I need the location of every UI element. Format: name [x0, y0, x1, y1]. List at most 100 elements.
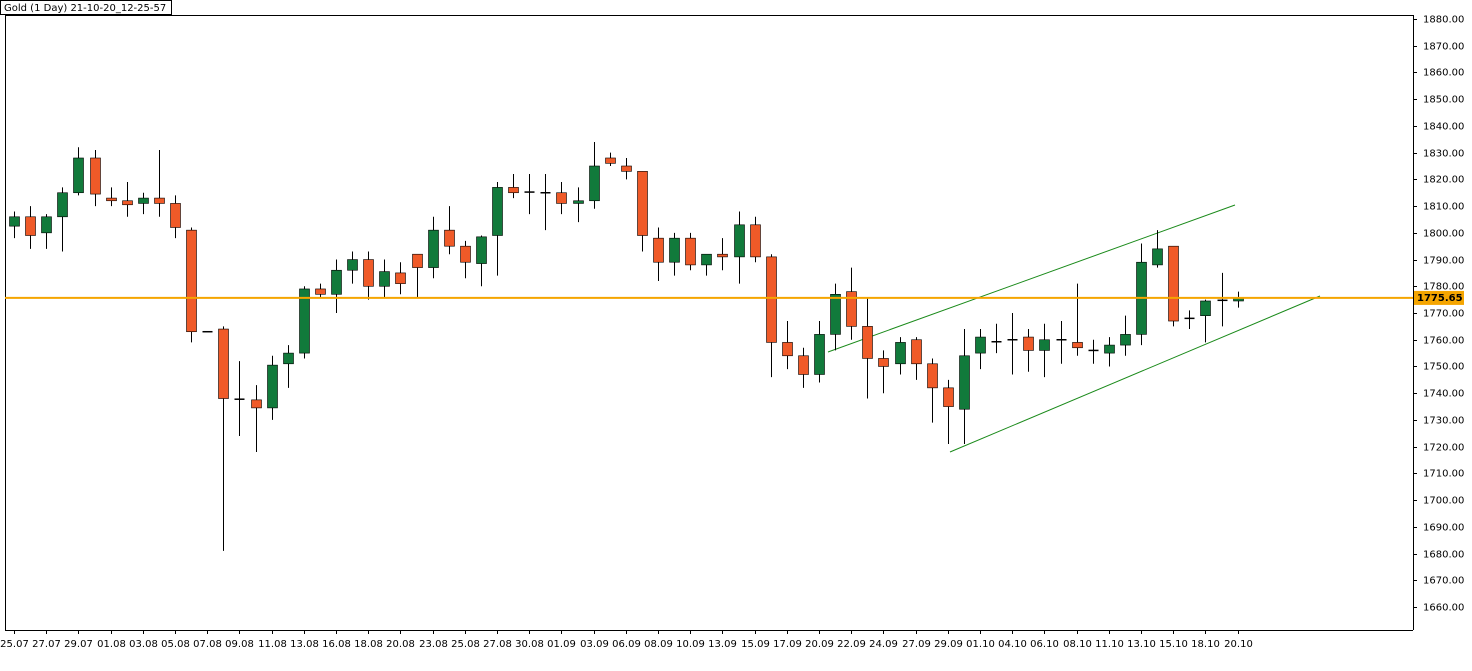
candle-body — [444, 229, 455, 247]
candle-body — [1200, 300, 1211, 316]
x-tick-label: 11.08 — [258, 639, 287, 650]
x-tick-label: 01.08 — [97, 639, 126, 650]
candle-body — [251, 399, 262, 409]
y-tick-label: 1770.00 — [1423, 309, 1464, 320]
candle-body — [395, 272, 406, 284]
x-tick-label: 03.09 — [580, 639, 609, 650]
candle-body — [41, 216, 52, 234]
x-tick-label: 20.09 — [805, 639, 834, 650]
x-tick-label: 17.09 — [773, 639, 802, 650]
candle-body — [556, 192, 567, 204]
candle-body — [122, 200, 133, 206]
y-tick-label: 1820.00 — [1423, 175, 1464, 186]
x-tick-label: 15.10 — [1159, 639, 1188, 650]
candle-body — [460, 245, 471, 263]
candle-body — [766, 256, 777, 343]
candle-body — [830, 294, 841, 335]
y-tick-label: 1860.00 — [1423, 68, 1464, 79]
x-tick-label: 06.10 — [1030, 639, 1059, 650]
candle-body — [154, 197, 165, 204]
candle-body — [25, 216, 36, 236]
candle-body — [331, 269, 342, 295]
x-tick-label: 11.10 — [1095, 639, 1124, 650]
candle-body — [959, 355, 970, 410]
candle-body — [573, 200, 584, 204]
x-tick-label: 01.10 — [966, 639, 995, 650]
x-tick-label: 25.07 — [0, 639, 29, 650]
x-tick-label: 08.10 — [1063, 639, 1092, 650]
candle-body — [1152, 248, 1163, 266]
candle-body — [283, 352, 294, 365]
y-tick-label: 1750.00 — [1423, 362, 1464, 373]
y-tick-label: 1790.00 — [1423, 256, 1464, 267]
candle-body — [669, 237, 680, 263]
x-tick-label: 25.08 — [451, 639, 480, 650]
x-tick-label: 18.10 — [1191, 639, 1220, 650]
candle-body — [798, 355, 809, 375]
candle-body — [717, 253, 728, 258]
candle-body — [90, 157, 101, 195]
candle-body — [589, 165, 600, 202]
chart-title: Gold (1 Day) 21-10-20_12-25-57 — [4, 3, 166, 14]
candle-body — [492, 187, 503, 236]
x-tick-label: 29.09 — [934, 639, 963, 650]
x-tick-label: 08.09 — [644, 639, 673, 650]
y-tick-label: 1810.00 — [1423, 202, 1464, 213]
title-box — [0, 0, 172, 15]
candle-body — [701, 253, 712, 266]
candle-body — [508, 187, 519, 194]
candle-body — [1120, 334, 1131, 346]
x-tick-label: 01.09 — [547, 639, 576, 650]
candle-body — [878, 358, 889, 367]
x-tick-label: 13.08 — [290, 639, 319, 650]
candle-body — [363, 259, 374, 287]
price-label-box — [1414, 290, 1464, 305]
candle-body — [299, 288, 310, 354]
candle-body — [605, 157, 616, 164]
y-tick-label: 1850.00 — [1423, 95, 1464, 106]
trendline-upper — [827, 204, 1236, 353]
candle-body — [975, 336, 986, 354]
candle-body — [1104, 344, 1115, 354]
candle-body — [782, 342, 793, 357]
x-tick-label: 29.07 — [64, 639, 93, 650]
candle-body — [750, 224, 761, 258]
candle-body — [412, 253, 423, 268]
y-tick-label: 1780.00 — [1423, 282, 1464, 293]
x-tick-label: 16.08 — [322, 639, 351, 650]
candle-body — [1039, 339, 1050, 351]
candle-body — [685, 237, 696, 266]
candle-body — [1023, 336, 1034, 351]
y-tick-label: 1710.00 — [1423, 469, 1464, 480]
x-tick-label: 27.09 — [902, 639, 931, 650]
candle-body — [57, 192, 68, 218]
candle-body — [927, 363, 938, 389]
x-tick-label: 04.10 — [998, 639, 1027, 650]
candle-body — [379, 271, 390, 287]
trendline-lower — [949, 295, 1321, 453]
y-tick-label: 1670.00 — [1423, 576, 1464, 587]
y-tick-label: 1690.00 — [1423, 523, 1464, 534]
x-tick-label: 18.08 — [354, 639, 383, 650]
x-tick-label: 07.08 — [193, 639, 222, 650]
candle-body — [734, 224, 745, 258]
x-tick-label: 05.08 — [161, 639, 190, 650]
x-tick-label: 22.09 — [837, 639, 866, 650]
x-tick-label: 03.08 — [129, 639, 158, 650]
x-tick-label: 27.08 — [483, 639, 512, 650]
y-tick-label: 1800.00 — [1423, 229, 1464, 240]
x-tick-label: 27.07 — [32, 639, 61, 650]
y-tick-label: 1760.00 — [1423, 336, 1464, 347]
x-tick-label: 13.09 — [708, 639, 737, 650]
y-tick-label: 1830.00 — [1423, 149, 1464, 160]
y-tick-label: 1880.00 — [1423, 15, 1464, 26]
x-tick-label: 20.08 — [386, 639, 415, 650]
candle-body — [476, 236, 487, 264]
candle-body — [9, 216, 20, 227]
candle-body — [846, 291, 857, 327]
candle-body — [637, 171, 648, 236]
candle-body — [1072, 342, 1083, 349]
x-tick-label: 13.10 — [1127, 639, 1156, 650]
y-tick-label: 1730.00 — [1423, 416, 1464, 427]
